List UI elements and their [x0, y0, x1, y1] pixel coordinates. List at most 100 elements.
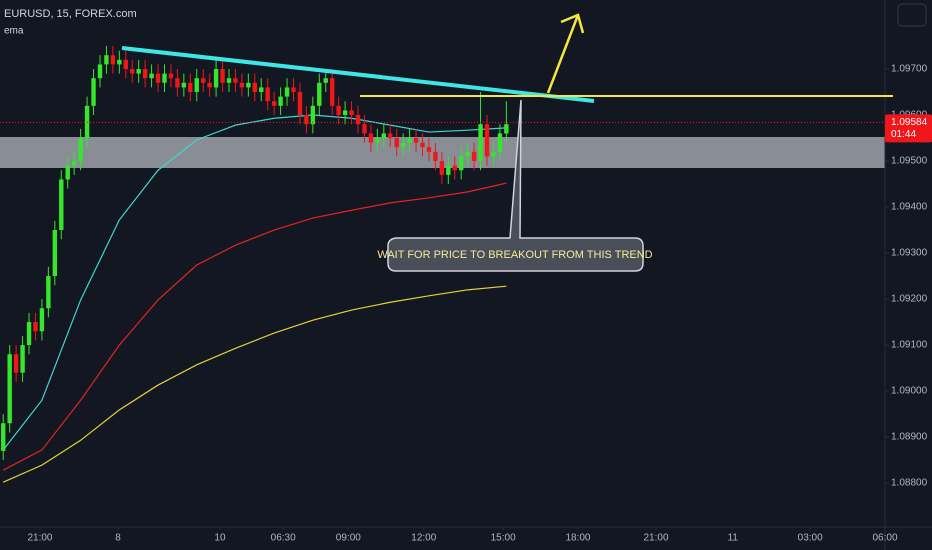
callout-box: [387, 99, 644, 272]
countdown: 01:44: [891, 129, 916, 140]
arrow-head: [560, 13, 585, 34]
y-tick-label: 1.09000: [891, 386, 928, 397]
candle-body: [452, 165, 457, 171]
candle-body: [136, 69, 141, 74]
ema-line: [2, 114, 507, 451]
candle-body: [426, 147, 432, 152]
candle-body: [465, 151, 470, 157]
candle-body: [78, 138, 83, 162]
candle-body: [104, 55, 109, 65]
candle-body: [484, 124, 490, 157]
candle-body: [413, 138, 419, 143]
candle-body: [336, 105, 341, 116]
candle-body: [446, 165, 451, 175]
candle-body: [439, 161, 445, 175]
symbol-title: EURUSD, 15, FOREX.com: [4, 8, 137, 20]
candle-body: [252, 82, 257, 93]
candle-body: [362, 124, 367, 134]
x-tick-label: 03:00: [798, 533, 823, 544]
trend-line: [121, 46, 595, 103]
callout-text: WAIT FOR PRICE TO BREAKOUT FROM THIS TRE…: [377, 249, 652, 261]
candle-body: [407, 138, 412, 143]
x-tick-label: 12:00: [411, 533, 436, 544]
candle-body: [317, 82, 322, 106]
candle-body: [175, 78, 180, 88]
candle-body: [71, 161, 77, 166]
candle-body: [291, 87, 296, 93]
candle-body: [368, 133, 374, 143]
candle-body: [381, 133, 387, 139]
candle-body: [355, 115, 361, 125]
candle-body: [375, 138, 380, 143]
y-tick-label: 1.09700: [891, 64, 928, 75]
candle-body: [226, 78, 232, 83]
candle-body: [284, 87, 290, 97]
candle-body: [233, 78, 238, 83]
candle-body: [117, 59, 122, 65]
candle-body: [478, 124, 483, 162]
y-tick-label: 1.09300: [891, 248, 928, 259]
candle-body: [33, 322, 38, 332]
candle-body: [310, 105, 316, 125]
candle-body: [497, 133, 503, 152]
indicator-label: ema: [4, 26, 24, 37]
candle-body: [278, 96, 283, 106]
candle-body: [91, 78, 96, 106]
x-tick-label: 11: [728, 533, 739, 544]
candle-body: [200, 78, 206, 83]
y-tick-label: 1.09100: [891, 340, 928, 351]
plot: [0, 46, 889, 530]
candle-body: [239, 82, 245, 88]
ema-line: [2, 285, 507, 483]
candle-body: [420, 142, 425, 148]
candle-body: [259, 87, 264, 93]
candle-body: [433, 151, 438, 162]
candle-body: [491, 151, 496, 157]
candle-body: [142, 69, 148, 79]
y-tick-label: 1.08800: [891, 478, 928, 489]
x-tick-label: 10: [214, 533, 226, 544]
ema-line: [2, 182, 507, 471]
candle-body: [329, 78, 335, 106]
candle-body: [265, 87, 270, 102]
x-tick-label: 18:00: [565, 533, 590, 544]
candle-body: [110, 55, 116, 65]
candle-body: [65, 165, 70, 180]
candle-body: [149, 73, 154, 79]
y-tick-label: 1.09200: [891, 294, 928, 305]
x-tick-label: 21:00: [27, 533, 52, 544]
candle-body: [220, 69, 225, 83]
candle-body: [471, 151, 477, 162]
x-tick-label: 06:30: [271, 533, 296, 544]
settings-button[interactable]: [897, 3, 927, 27]
candle-body: [97, 64, 103, 79]
candle-body: [13, 354, 19, 373]
arrow-shaft: [546, 14, 580, 94]
candle-body: [59, 179, 64, 231]
candle-body: [271, 101, 277, 106]
candle-body: [188, 82, 193, 93]
candle-body: [304, 115, 309, 125]
candle-body: [394, 138, 399, 148]
x-tick-label: 06:00: [872, 533, 897, 544]
candle-body: [213, 69, 219, 88]
candle-body: [459, 156, 464, 171]
candle-body: [342, 110, 348, 116]
candle-body: [297, 92, 303, 116]
candle-body: [207, 82, 212, 88]
y-tick-label: 1.08900: [891, 432, 928, 443]
candle-body: [504, 124, 509, 134]
candle-body: [26, 322, 32, 346]
candle-body: [7, 354, 12, 424]
candle-body: [162, 73, 167, 83]
candle-body: [20, 345, 25, 373]
candle-body: [52, 230, 58, 277]
last-price-label: 1.09584: [891, 117, 928, 128]
x-tick-label: 09:00: [336, 533, 361, 544]
candle-body: [39, 308, 45, 332]
x-tick-label: 8: [115, 533, 121, 544]
candle-body: [349, 110, 354, 116]
candle-body: [1, 423, 6, 451]
